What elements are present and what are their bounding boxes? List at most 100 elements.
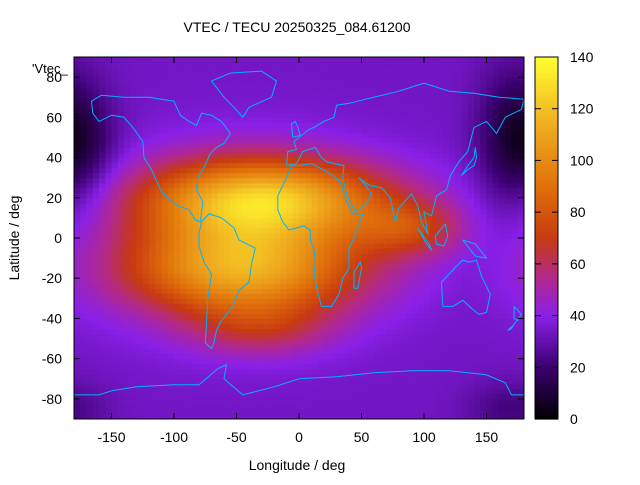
- heatmap-cell: [236, 167, 244, 174]
- heatmap-cell: [367, 142, 375, 149]
- heatmap-cell: [392, 248, 400, 254]
- heatmap-cell: [480, 162, 488, 169]
- heatmap-cell: [161, 413, 169, 419]
- heatmap-cell: [186, 328, 194, 335]
- heatmap-cell: [124, 217, 131, 224]
- heatmap-cell: [417, 122, 425, 128]
- heatmap-cell: [249, 202, 256, 209]
- heatmap-cell: [199, 328, 206, 335]
- heatmap-cell: [336, 177, 344, 184]
- heatmap-cell: [311, 182, 319, 189]
- heatmap-cell: [386, 258, 394, 264]
- heatmap-cell: [417, 268, 425, 274]
- heatmap-cell: [361, 202, 369, 209]
- heatmap-cell: [86, 268, 94, 274]
- heatmap-cell: [467, 393, 475, 400]
- heatmap-cell: [467, 127, 475, 134]
- heatmap-cell: [492, 333, 500, 340]
- heatmap-cell: [192, 268, 200, 274]
- heatmap-cell: [486, 348, 494, 355]
- heatmap-cell: [461, 368, 469, 375]
- heatmap-cell: [380, 122, 388, 128]
- heatmap-cell: [386, 107, 394, 113]
- heatmap-cell: [174, 122, 181, 128]
- heatmap-cell: [261, 258, 269, 264]
- heatmap-cell: [174, 313, 181, 320]
- heatmap-cell: [349, 197, 356, 204]
- heatmap-cell: [155, 313, 163, 320]
- heatmap-cell: [367, 343, 375, 350]
- heatmap-cell: [192, 278, 200, 284]
- heatmap-cell: [180, 243, 188, 249]
- heatmap-cell: [474, 303, 481, 309]
- heatmap-cell: [292, 167, 300, 174]
- heatmap-cell: [349, 232, 356, 239]
- heatmap-cell: [474, 72, 481, 78]
- heatmap-cell: [161, 348, 169, 355]
- heatmap-cell: [124, 258, 131, 264]
- heatmap-cell: [361, 132, 369, 139]
- heatmap-cell: [474, 97, 481, 103]
- heatmap-cell: [74, 227, 81, 234]
- heatmap-cell: [299, 353, 306, 360]
- heatmap-cell: [330, 318, 338, 325]
- heatmap-cell: [324, 388, 331, 395]
- heatmap-cell: [311, 92, 319, 98]
- heatmap-cell: [417, 343, 425, 350]
- heatmap-cell: [436, 132, 444, 139]
- heatmap-cell: [199, 273, 206, 279]
- heatmap-cell: [492, 222, 500, 229]
- heatmap-cell: [417, 127, 425, 134]
- heatmap-cell: [317, 398, 325, 405]
- heatmap-cell: [380, 117, 388, 123]
- heatmap-cell: [274, 338, 281, 345]
- heatmap-cell: [461, 288, 469, 294]
- heatmap-cell: [474, 137, 481, 144]
- heatmap-cell: [249, 112, 256, 118]
- heatmap-cell: [267, 403, 275, 410]
- heatmap-cell: [336, 318, 344, 325]
- heatmap-cell: [336, 77, 344, 83]
- heatmap-cell: [92, 383, 100, 390]
- heatmap-cell: [242, 273, 250, 279]
- heatmap-cell: [130, 258, 138, 264]
- heatmap-cell: [324, 248, 331, 254]
- heatmap-cell: [186, 363, 194, 370]
- heatmap-cell: [292, 413, 300, 419]
- heatmap-cell: [380, 112, 388, 118]
- heatmap-cell: [274, 132, 281, 139]
- heatmap-cell: [192, 338, 200, 345]
- heatmap-cell: [449, 172, 456, 179]
- heatmap-cell: [142, 132, 150, 139]
- heatmap-cell: [324, 368, 331, 375]
- heatmap-cell: [130, 248, 138, 254]
- heatmap-cell: [211, 117, 219, 123]
- heatmap-cell: [317, 67, 325, 73]
- heatmap-cell: [99, 368, 106, 375]
- heatmap-cell: [474, 268, 481, 274]
- heatmap-cell: [149, 212, 156, 219]
- heatmap-cell: [74, 162, 81, 169]
- heatmap-cell: [92, 248, 100, 254]
- heatmap-cell: [480, 378, 488, 385]
- heatmap-cell: [467, 87, 475, 93]
- heatmap-cell: [224, 273, 231, 279]
- heatmap-cell: [199, 127, 206, 134]
- heatmap-cell: [330, 202, 338, 209]
- heatmap-cell: [392, 167, 400, 174]
- heatmap-cell: [411, 107, 419, 113]
- heatmap-cell: [242, 278, 250, 284]
- heatmap-cell: [317, 87, 325, 93]
- heatmap-cell: [174, 348, 181, 355]
- heatmap-cell: [105, 378, 113, 385]
- heatmap-cell: [280, 157, 288, 164]
- heatmap-cell: [392, 408, 400, 415]
- heatmap-cell: [174, 243, 181, 249]
- heatmap-cell: [349, 67, 356, 73]
- heatmap-cell: [342, 167, 350, 174]
- heatmap-cell: [249, 293, 256, 299]
- heatmap-cell: [367, 227, 375, 234]
- heatmap-cell: [230, 67, 238, 73]
- heatmap-cell: [317, 197, 325, 204]
- heatmap-cell: [161, 278, 169, 284]
